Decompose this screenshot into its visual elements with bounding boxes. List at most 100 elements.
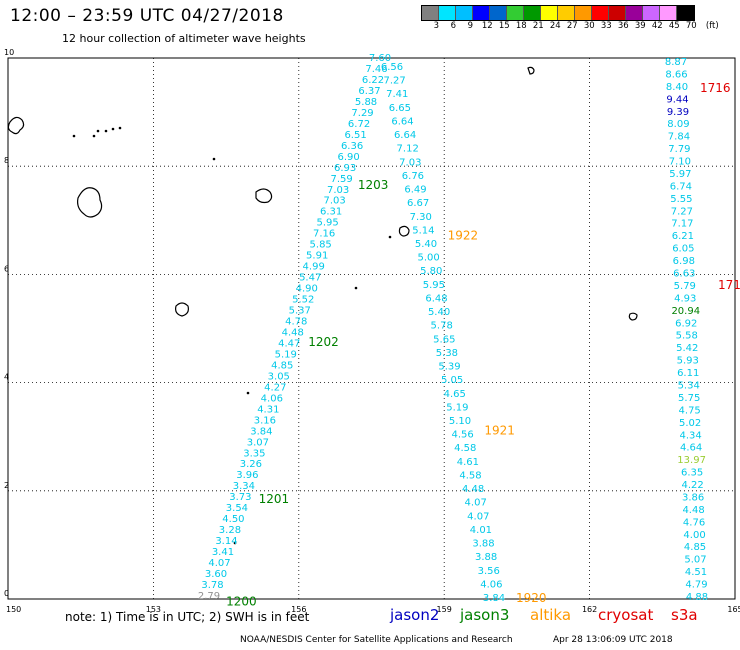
island-coastline (255, 188, 273, 204)
swh-value-right: 5.39 (438, 362, 460, 373)
swh-value-left: 7.46 (365, 64, 387, 75)
swh-value-right: 7.30 (410, 212, 432, 223)
colorbar-swatch (575, 6, 592, 20)
pass-time-label-right: 1920 (516, 591, 547, 605)
colorbar-label: 33 (600, 21, 612, 31)
swh-value-east: 4.51 (685, 567, 707, 578)
swh-value-right: 7.41 (386, 89, 408, 100)
swh-value-left: 5.91 (306, 251, 328, 262)
timestamp-text: Apr 28 13:06:09 UTC 2018 (553, 635, 673, 645)
swh-value-right: 4.07 (465, 498, 487, 509)
swh-value-left: 7.29 (351, 108, 373, 119)
swh-value-east: 7.84 (668, 132, 690, 143)
colorbar-swatch (592, 6, 609, 20)
swh-value-east: 5.02 (679, 418, 701, 429)
colorbar-label: 12 (481, 21, 493, 31)
y-tick-label: 0 (4, 589, 9, 598)
colorbar-swatch (643, 6, 660, 20)
island-coastline (7, 116, 25, 135)
swh-value-left: 3.34 (233, 481, 255, 492)
satellite-legend-item: cryosat (598, 606, 654, 624)
swh-value-east: 6.05 (672, 244, 694, 255)
islet-dot (233, 541, 237, 545)
colorbar-swatch (524, 6, 541, 20)
colorbar-label: 9 (467, 21, 474, 31)
swh-value-east: 5.58 (676, 331, 698, 342)
swh-value-right: 6.49 (404, 185, 426, 196)
page-title: 12:00 – 23:59 UTC 04/27/2018 (10, 6, 284, 26)
swh-value-east: 4.79 (685, 580, 707, 591)
swh-value-east: 4.00 (683, 530, 705, 541)
island-coastline (527, 66, 535, 75)
swh-value-east: 4.64 (680, 443, 702, 454)
swh-value-right: 4.48 (462, 484, 484, 495)
swh-value-east: 5.79 (674, 281, 696, 292)
swh-value-right: 4.01 (470, 525, 492, 536)
swh-value-left: 3.07 (247, 437, 269, 448)
islet-dot (96, 129, 100, 133)
swh-value-left: 3.60 (205, 569, 227, 580)
swh-value-left: 7.60 (369, 53, 391, 64)
swh-value-left: 3.05 (268, 371, 290, 382)
swh-value-left: 3.78 (201, 580, 223, 591)
swh-value-east: 7.79 (668, 144, 690, 155)
pass-time-label-east: 1716 (700, 81, 731, 95)
swh-value-right: 6.65 (389, 103, 411, 114)
swh-value-left: 7.03 (327, 185, 349, 196)
swh-value-right: 6.56 (381, 62, 403, 73)
colorbar-swatch (456, 6, 473, 20)
swh-value-east: 5.75 (678, 393, 700, 404)
island-coastline (77, 187, 103, 218)
swh-value-left: 7.03 (323, 196, 345, 207)
swh-value-right: 4.58 (454, 443, 476, 454)
swh-value-left: 7.16 (313, 229, 335, 240)
swh-value-right: 6.67 (407, 198, 429, 209)
pass-time-label-right: 1921 (484, 423, 515, 437)
swh-value-left: 3.14 (215, 536, 237, 547)
swh-value-east: 9.44 (666, 94, 688, 105)
pass-time-label-left: 1202 (308, 335, 339, 349)
satellite-legend-item: altika (530, 606, 572, 624)
colorbar-label: 15 (498, 21, 510, 31)
swh-value-east: 4.34 (680, 430, 702, 441)
swh-value-east: 8.09 (667, 119, 689, 130)
colorbar-label: 27 (566, 21, 578, 31)
pass-time-label-east: 171 (718, 278, 740, 292)
swh-value-right: 6.76 (402, 171, 424, 182)
swh-value-east: 13.97 (677, 455, 706, 466)
swh-value-east: 5.42 (676, 343, 698, 354)
swh-value-left: 3.16 (254, 415, 276, 426)
swh-value-east: 4.88 (686, 592, 708, 603)
swh-value-east: 6.74 (670, 181, 692, 192)
swh-value-left: 5.19 (275, 349, 297, 360)
swh-value-right: 3.56 (478, 566, 500, 577)
swh-value-east: 7.10 (669, 157, 691, 168)
colorbar-label: 6 (450, 21, 457, 31)
islet-dot (104, 129, 108, 133)
swh-value-right: 3.88 (475, 552, 497, 563)
colorbar-label: 45 (668, 21, 680, 31)
swh-value-left: 5.95 (317, 218, 339, 229)
swh-value-east: 4.85 (684, 542, 706, 553)
swh-value-east: 20.94 (671, 306, 700, 317)
swh-value-right: 6.48 (425, 293, 447, 304)
swh-value-left: 6.31 (320, 207, 342, 218)
swh-value-right: 4.56 (451, 430, 473, 441)
swh-value-left: 4.50 (222, 514, 244, 525)
swh-value-left: 3.54 (226, 503, 248, 514)
colorbar-label: 21 (532, 21, 544, 31)
swh-value-left: 3.84 (250, 426, 272, 437)
x-tick-label: 150 (6, 605, 21, 614)
satellite-legend-item: s3a (671, 606, 698, 624)
colorbar-swatch (541, 6, 558, 20)
swh-value-right: 3.88 (472, 539, 494, 550)
colorbar-label: (ft) (705, 21, 719, 31)
satellite-legend-item: jason2 (390, 606, 440, 624)
islet-dot (92, 134, 96, 138)
swh-value-right: 5.80 (420, 266, 442, 277)
swh-value-left: 6.36 (341, 141, 363, 152)
swh-value-right: 4.58 (459, 470, 481, 481)
swh-value-right: 5.05 (441, 375, 463, 386)
swh-value-left: 5.88 (355, 97, 377, 108)
